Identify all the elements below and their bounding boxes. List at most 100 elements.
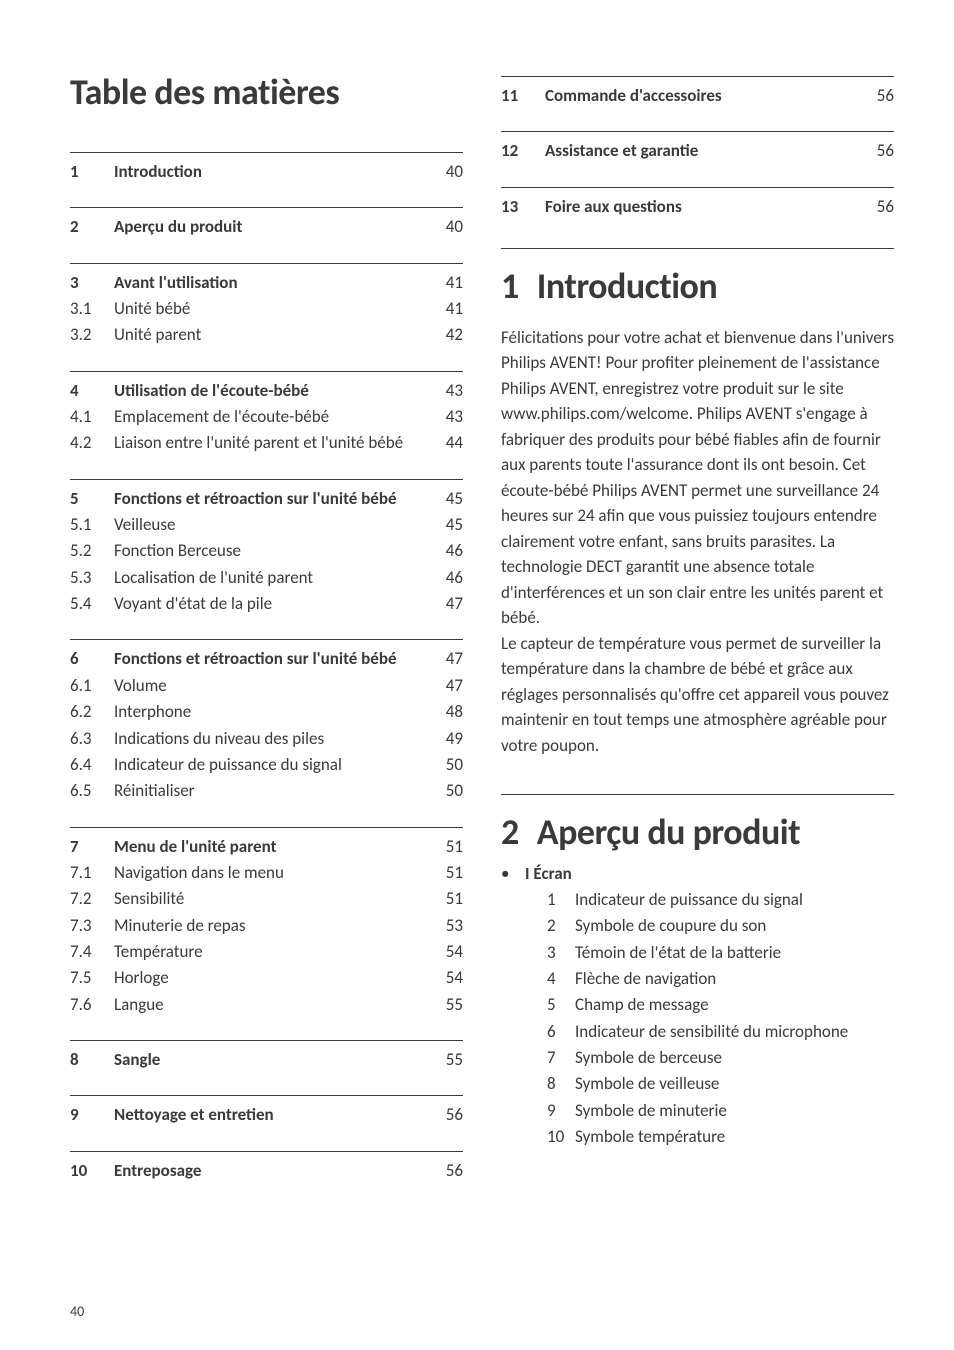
- toc-num: 7: [70, 834, 114, 860]
- toc-page: 47: [435, 646, 463, 672]
- toc-page: 46: [435, 538, 463, 564]
- page-columns: Table des matières 1Introduction402Aperç…: [70, 70, 894, 1273]
- list-item-num: 6: [547, 1019, 575, 1045]
- list-item-text: Indicateur de sensibilité du microphone: [575, 1019, 848, 1045]
- toc-page: 54: [435, 939, 463, 965]
- toc-label: Sensibilité: [114, 886, 435, 912]
- toc-num: 3.2: [70, 322, 114, 348]
- toc-block: 13Foire aux questions56: [501, 187, 894, 220]
- section-2-list: 1Indicateur de puissance du signal2Symbo…: [547, 887, 894, 1150]
- section-1-header: 1 Introduction: [501, 267, 894, 307]
- toc-page: 43: [435, 404, 463, 430]
- toc-label: Indicateur de puissance du signal: [114, 752, 435, 778]
- toc-num: 6.2: [70, 699, 114, 725]
- toc-row: 7Menu de l'unité parent51: [70, 834, 463, 860]
- toc-label: Aperçu du produit: [114, 214, 435, 240]
- list-item-text: Symbole de coupure du son: [575, 913, 766, 939]
- toc-rule: [70, 1151, 463, 1152]
- toc-rule: [501, 187, 894, 188]
- toc-page: 56: [866, 138, 894, 164]
- toc-page: 44: [435, 430, 463, 456]
- toc-page: 45: [435, 512, 463, 538]
- toc-num: 7.1: [70, 860, 114, 886]
- toc-row: 6.1Volume47: [70, 673, 463, 699]
- toc-num: 5.3: [70, 565, 114, 591]
- list-item-num: 1: [547, 887, 575, 913]
- toc-label: Veilleuse: [114, 512, 435, 538]
- toc-page: 47: [435, 591, 463, 617]
- toc-row: 9Nettoyage et entretien56: [70, 1102, 463, 1128]
- toc-num: 7.5: [70, 965, 114, 991]
- list-item-num: 3: [547, 940, 575, 966]
- toc-row: 6.5Réinitialiser50: [70, 778, 463, 804]
- toc-row: 3Avant l'utilisation41: [70, 270, 463, 296]
- toc-num: 13: [501, 194, 545, 220]
- list-item-num: 10: [547, 1124, 575, 1150]
- toc-num: 7.2: [70, 886, 114, 912]
- toc-num: 5.1: [70, 512, 114, 538]
- toc-page: 51: [435, 860, 463, 886]
- toc-num: 6.1: [70, 673, 114, 699]
- toc-label: Foire aux questions: [545, 194, 866, 220]
- list-item-text: Symbole de minuterie: [575, 1098, 727, 1124]
- list-item-num: 2: [547, 913, 575, 939]
- toc-label: Température: [114, 939, 435, 965]
- toc-row: 6.4Indicateur de puissance du signal50: [70, 752, 463, 778]
- toc-label: Liaison entre l'unité parent et l'unité …: [114, 430, 435, 456]
- toc-num: 10: [70, 1158, 114, 1184]
- toc-label: Navigation dans le menu: [114, 860, 435, 886]
- list-item: 9Symbole de minuterie: [547, 1098, 894, 1124]
- toc-label: Sangle: [114, 1047, 435, 1073]
- toc-label: Voyant d'état de la pile: [114, 591, 435, 617]
- toc-block: 6Fonctions et rétroaction sur l'unité bé…: [70, 639, 463, 804]
- list-item-text: Champ de message: [575, 992, 709, 1018]
- toc-num: 2: [70, 214, 114, 240]
- toc-page: 51: [435, 834, 463, 860]
- toc-page: 48: [435, 699, 463, 725]
- toc-num: 6.4: [70, 752, 114, 778]
- list-item: 2Symbole de coupure du son: [547, 913, 894, 939]
- section-1-num: 1: [501, 267, 519, 307]
- toc-label: Nettoyage et entretien: [114, 1102, 435, 1128]
- toc-label: Unité bébé: [114, 296, 435, 322]
- toc-row: 1Introduction40: [70, 159, 463, 185]
- toc-num: 4.1: [70, 404, 114, 430]
- toc-num: 5.4: [70, 591, 114, 617]
- toc-label: Emplacement de l'écoute-bébé: [114, 404, 435, 430]
- toc-block: 9Nettoyage et entretien56: [70, 1095, 463, 1128]
- toc-rule: [70, 827, 463, 828]
- toc-label: Volume: [114, 673, 435, 699]
- toc-rule: [70, 263, 463, 264]
- toc-block: 4Utilisation de l'écoute-bébé43 4.1Emplac…: [70, 371, 463, 457]
- toc-page: 51: [435, 886, 463, 912]
- toc-row: 11Commande d'accessoires56: [501, 83, 894, 109]
- toc-row: 12Assistance et garantie56: [501, 138, 894, 164]
- toc-page: 47: [435, 673, 463, 699]
- toc-rule: [70, 371, 463, 372]
- toc-block: 7Menu de l'unité parent517.1Navigation d…: [70, 827, 463, 1018]
- section-rule: [501, 248, 894, 249]
- toc-row: 4.2Liaison entre l'unité parent et l'uni…: [70, 430, 463, 456]
- toc-row: 5.1Veilleuse45: [70, 512, 463, 538]
- toc-page: 43: [435, 378, 463, 404]
- toc-label: Horloge: [114, 965, 435, 991]
- toc-row: 5.2Fonction Berceuse46: [70, 538, 463, 564]
- toc-label: Réinitialiser: [114, 778, 435, 804]
- list-item-num: 9: [547, 1098, 575, 1124]
- toc-block: 3Avant l'utilisation413.1Unité bébé413.2…: [70, 263, 463, 349]
- toc-page: 50: [435, 752, 463, 778]
- toc-row: 8Sangle55: [70, 1047, 463, 1073]
- toc-num: 4: [70, 378, 114, 404]
- toc-row: 6.2Interphone48: [70, 699, 463, 725]
- list-item-text: Symbole de berceuse: [575, 1045, 722, 1071]
- list-item-text: Témoin de l'état de la batterie: [575, 940, 781, 966]
- toc-num: 4.2: [70, 430, 114, 456]
- right-column: 11Commande d'accessoires56 12Assistance e…: [501, 70, 894, 1273]
- toc-label: Utilisation de l'écoute-bébé: [114, 378, 435, 404]
- list-item: 1Indicateur de puissance du signal: [547, 887, 894, 913]
- toc-num: 6.3: [70, 726, 114, 752]
- toc-row: 7.5Horloge54: [70, 965, 463, 991]
- left-column: Table des matières 1Introduction402Aperç…: [70, 70, 463, 1273]
- section-1-body: Félicitations pour votre achat et bienve…: [501, 325, 894, 759]
- toc-page: 45: [435, 486, 463, 512]
